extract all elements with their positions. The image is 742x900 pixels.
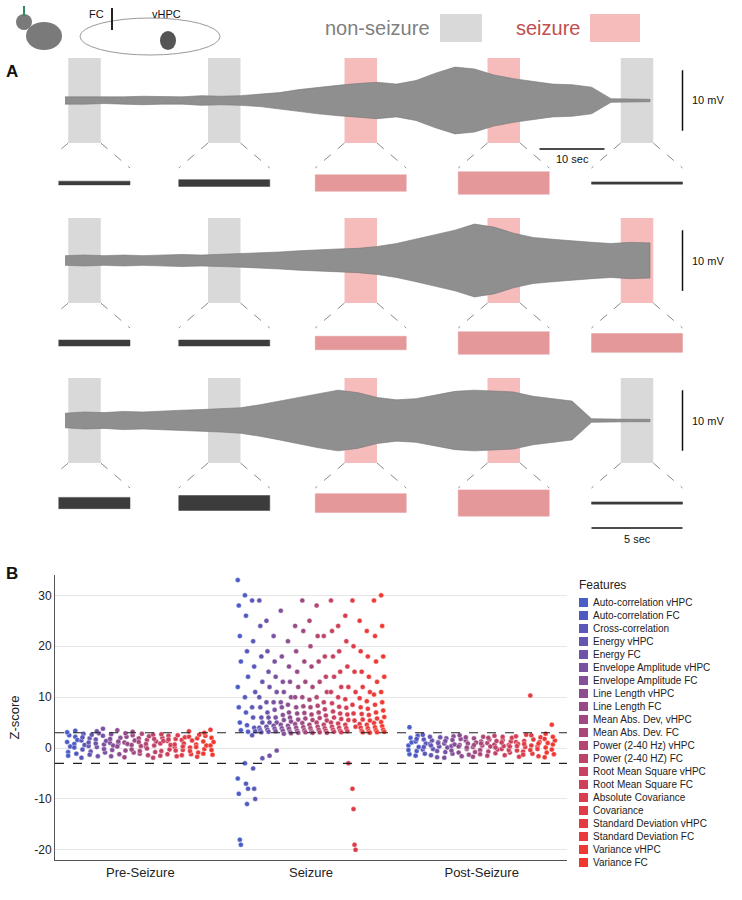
svg-text:-10: -10 [34,792,52,806]
html-text:Absolute Covariance: Absolute Covariance [593,792,686,803]
html-text:Mean Abs. Dev, vHPC: Mean Abs. Dev, vHPC [593,714,692,725]
svg-text:5 sec: 5 sec [624,533,651,545]
svg-text:20: 20 [38,639,52,653]
html-text:Standard Deviation vHPC: Standard Deviation vHPC [593,818,707,829]
svg-text:vHPC: vHPC [152,8,181,20]
svg-text:FC: FC [89,8,104,20]
html-text:Standard Deviation FC: Standard Deviation FC [593,831,695,842]
svg-text:10 mV: 10 mV [692,255,724,267]
html-text:Envelope Amplitude vHPC: Envelope Amplitude vHPC [593,662,711,673]
html-text:Power (2-40 HZ) FC: Power (2-40 HZ) FC [593,753,683,764]
html-text:Energy FC: Energy FC [593,649,641,660]
html-text:Envelope Amplitude FC: Envelope Amplitude FC [593,675,698,686]
html-text:Features: Features [579,578,627,592]
svg-text:non-seizure: non-seizure [325,17,430,39]
html-text:Auto-correlation FC: Auto-correlation FC [593,610,680,621]
svg-text:Pre-Seizure: Pre-Seizure [106,865,175,880]
svg-text:-20: -20 [34,843,52,857]
svg-text:30: 30 [38,589,52,603]
svg-text:Seizure: Seizure [289,865,333,880]
svg-text:0: 0 [45,741,52,755]
html-text:Covariance: Covariance [593,805,644,816]
svg-text:Post-Seizure: Post-Seizure [444,865,518,880]
svg-text:10 mV: 10 mV [692,415,724,427]
html-text:Power (2-40 Hz) vHPC: Power (2-40 Hz) vHPC [593,740,695,751]
svg-text:seizure: seizure [516,17,580,39]
html-text:Line Length FC: Line Length FC [593,701,662,712]
svg-text:10 sec: 10 sec [556,153,589,165]
svg-text:Z-score: Z-score [7,695,22,739]
html-text:Cross-correlation: Cross-correlation [593,623,670,634]
html-text:Variance FC: Variance FC [593,857,648,868]
html-text:Energy vHPC: Energy vHPC [593,636,654,647]
html-text:Variance vHPC: Variance vHPC [593,844,661,855]
html-text:Root Mean Square vHPC: Root Mean Square vHPC [593,766,706,777]
svg-text:10: 10 [38,690,52,704]
svg-text:10 mV: 10 mV [692,94,724,106]
html-text:Mean Abs. Dev. FC: Mean Abs. Dev. FC [593,727,679,738]
html-text:Root Mean Square FC: Root Mean Square FC [593,779,694,790]
svg-text:B: B [6,564,18,583]
html-text:Auto-correlation vHPC: Auto-correlation vHPC [593,597,693,608]
html-text:Line Length vHPC: Line Length vHPC [593,688,675,699]
svg-text:A: A [6,62,18,81]
